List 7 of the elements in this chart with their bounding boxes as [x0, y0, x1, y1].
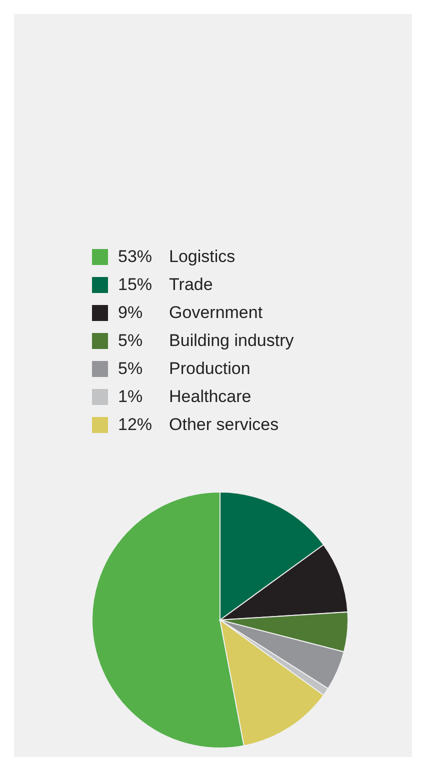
legend-label: 9% Government: [118, 303, 263, 322]
legend-label: 53% Logistics: [118, 247, 236, 266]
legend-label: 5% Building industry: [118, 331, 294, 350]
legend-label: 15% Trade: [118, 275, 213, 294]
legend-label: 5% Production: [118, 359, 250, 378]
legend-label: 12% Other services: [118, 415, 279, 434]
legend-label: 1% Healthcare: [118, 387, 252, 406]
